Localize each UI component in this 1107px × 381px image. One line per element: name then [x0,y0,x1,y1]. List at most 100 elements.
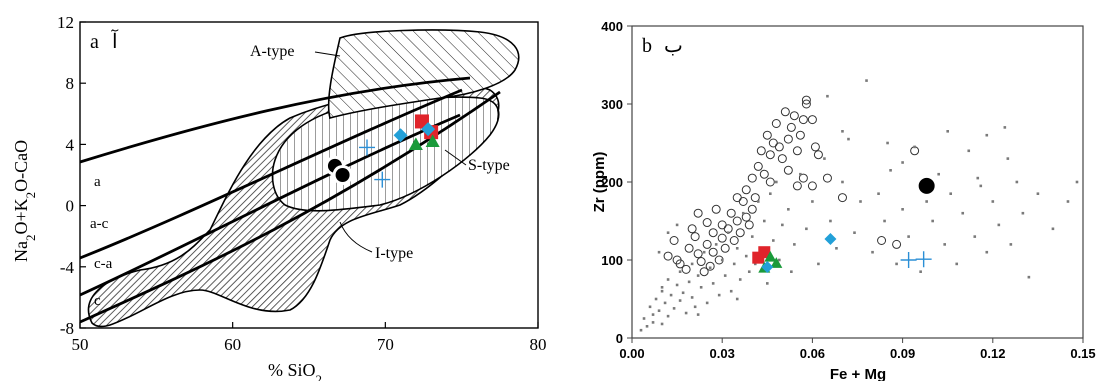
data-point-b-dot [657,309,661,312]
data-point-b-open-circle [705,261,715,271]
leader-a-type [314,51,341,57]
data-point-b-open-circle [696,257,706,267]
data-point-a-circle [335,168,350,182]
line-a [79,76,471,164]
data-point-b-dot [901,208,904,211]
data-point-b-dot [886,141,889,145]
data-point-b-dot [901,161,904,164]
data-point-b-dot [1021,211,1025,215]
data-point-b-dot [1027,275,1031,279]
data-point-b-dot [799,172,802,176]
data-point-b-dot [675,223,679,227]
data-point-b-dot [723,274,727,277]
data-point-b-open-circle [792,146,802,156]
data-point-b-dot [985,250,989,254]
panel-letter-a: a [90,31,99,53]
y-axis-title-a: Na2O+K2O-CaO [11,140,38,262]
x-axis-title-a-main: % SiO [268,360,316,380]
data-point-b-dot [696,313,700,316]
data-point-a-cross [374,171,391,188]
data-point-b-dot [690,262,694,266]
data-point-b-dot [651,313,655,316]
y-tick-label-b: 100 [601,253,623,268]
y-axis-title-a-p0: Na [11,241,31,262]
data-point-b-dot [705,301,709,305]
a-type-field [327,29,520,119]
data-point-b-open-circle [877,236,887,245]
x-tick-label-b: 0.00 [619,346,644,361]
data-point-b-open-circle [810,142,820,152]
data-point-b-dot [907,235,910,238]
data-point-b-open-circle [822,173,832,183]
y-tick-label-a: -4 [60,258,75,277]
data-point-b-dot [747,270,751,273]
data-point-b-open-circle [765,177,775,187]
data-point-b-dot [829,219,832,223]
data-point-b-dot [654,297,658,301]
data-point-b-dot [976,176,980,180]
data-point-b-dot [949,192,953,195]
data-point-b-dot [961,211,965,215]
y-tick-label-a: 4 [66,135,75,154]
data-point-b-dot [753,262,757,266]
data-point-b-open-circle [807,181,817,191]
y-tick-label-a: 12 [57,13,74,32]
data-point-b-filled-circle [918,177,935,194]
data-point-b-dot [702,250,706,254]
data-point-b-cross [915,251,932,268]
data-point-b-open-circle [765,150,775,160]
data-point-b-dot [769,192,772,195]
data-point-b-dot [883,219,886,223]
y-tick-label-b: 400 [601,19,623,34]
data-point-b-dot [775,180,778,184]
data-point-b-dot [853,231,856,234]
data-point-b-dot [708,266,712,270]
data-point-b-cross [900,252,917,268]
data-point-b-dot [645,325,649,328]
x-tick-labels-b: 0.00 0.03 0.06 0.09 0.12 0.15 [619,338,1096,361]
data-point-b-open-circle [801,99,811,109]
x-tick-labels-a: 50 60 70 80 [72,322,547,354]
line-c-a [79,113,461,297]
data-point-b-dot [1003,126,1007,129]
data-point-b-dot [1015,180,1019,184]
x-tick-label-b: 0.12 [980,346,1005,361]
data-point-b-dot [919,270,922,273]
data-point-b-dot [642,317,646,320]
data-point-b-dot [913,145,916,149]
data-point-b-open-circle [747,204,757,214]
data-point-b-dot [648,305,652,309]
data-point-b-dot [711,282,715,285]
data-point-b-dot [778,258,781,262]
data-points-a [324,114,440,188]
x-tick-label-a: 60 [224,335,241,354]
data-point-b-open-circle [780,107,790,117]
data-point-b-open-circle [681,264,691,274]
data-point-b-dot [744,254,748,258]
data-point-b-dot [1006,157,1010,160]
line-label-a: a [94,174,101,190]
data-point-b-dot [660,289,664,293]
panel-letter-a-fa: آ [111,29,119,53]
data-point-b-dot [841,130,844,133]
data-point-b-open-circle [684,243,694,253]
y-axis-title-a-p1: 2 [23,235,38,242]
y-axis-title-a-p3: 2 [23,192,38,199]
data-point-b-dot [871,250,874,254]
data-point-b-dot [877,192,880,195]
data-point-b-dot [826,94,829,98]
data-point-b-open-circle [762,130,772,140]
data-point-b-open-circle [693,208,703,218]
y-tick-labels-b: 0 100 200 300 400 [601,19,632,346]
y-tick-label-a: -8 [60,319,74,338]
data-point-b-dot [787,208,790,211]
data-point-b-open-circle [735,228,745,238]
data-point-b-open-circle [756,146,766,156]
data-point-b-dot [1009,243,1013,246]
data-point-b-dot [997,223,1001,227]
data-point-b-dot [729,289,733,293]
data-point-b-dot [756,200,760,203]
data-point-b-dot [967,149,971,153]
x-axis-title-a: % SiO2 [268,360,322,381]
